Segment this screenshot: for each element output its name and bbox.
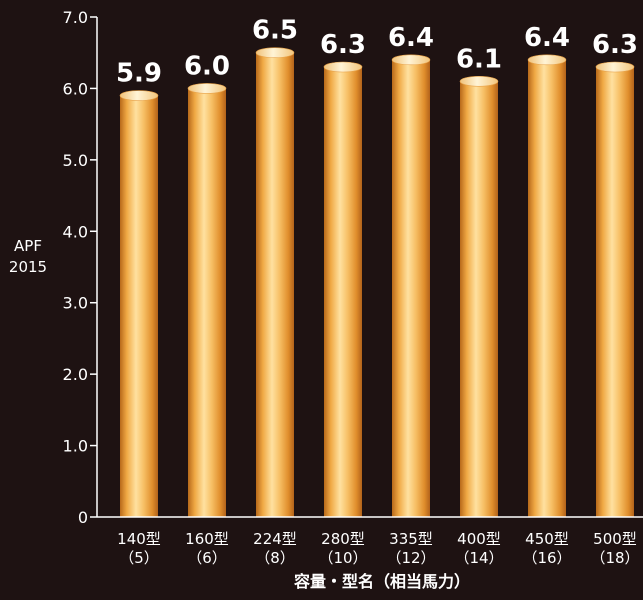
x-tick-label: 400型 (457, 530, 501, 548)
x-tick-label: 224型 (253, 530, 297, 548)
x-axis-title: 容量・型名（相当馬力） (293, 572, 470, 591)
x-tick-sublabel: （18） (590, 549, 639, 567)
bar-cap (527, 54, 567, 66)
y-tick-label: 5.0 (63, 151, 88, 170)
bar (596, 67, 634, 517)
bar-cap (595, 61, 635, 73)
y-tick-label: 2.0 (63, 365, 88, 384)
bar (188, 88, 226, 517)
bars: 5.9 6.0 6.5 6.3 6.4 6.1 6.4 6.3 (116, 16, 638, 518)
x-tick-sublabel: （8） (255, 549, 295, 567)
bar (460, 81, 498, 518)
x-tick-sublabel: （12） (386, 549, 435, 567)
y-tick-label: 1.0 (63, 437, 88, 456)
y-axis-title: APF 2015 (9, 237, 47, 276)
x-tick-label: 140型 (117, 530, 161, 548)
y-tick-label: 3.0 (63, 294, 88, 313)
data-label: 6.0 (184, 51, 230, 81)
x-tick-label: 335型 (389, 530, 433, 548)
bar-cap (459, 75, 499, 87)
bar (324, 67, 362, 517)
y-axis: 0 1.0 2.0 3.0 4.0 5.0 6.0 7.0 (63, 8, 97, 527)
y-tick-label: 0 (78, 508, 88, 527)
x-tick-label: 500型 (593, 530, 637, 548)
bar (392, 59, 430, 517)
y-tick-label: 4.0 (63, 222, 88, 241)
x-tick-label: 450型 (525, 530, 569, 548)
data-label: 6.5 (252, 16, 298, 46)
bar-cap (187, 83, 227, 94)
bar-cap (255, 47, 295, 59)
bar-cap (119, 90, 159, 101)
data-label: 6.3 (592, 30, 638, 60)
x-axis-labels: 140型（5） 160型（6） 224型（8） 280型（10） 335型（12） 400… (117, 530, 639, 567)
x-tick-sublabel: （10） (318, 549, 367, 567)
x-tick-label: 280型 (321, 530, 365, 548)
x-tick-sublabel: （5） (119, 549, 159, 567)
y-tick-label: 7.0 (63, 8, 88, 27)
data-label: 6.4 (524, 23, 570, 53)
x-tick-sublabel: （14） (454, 549, 503, 567)
x-tick-sublabel: （16） (522, 549, 571, 567)
bar-cap (391, 54, 431, 66)
bar (120, 95, 158, 518)
bar (256, 52, 294, 517)
bar-cap (323, 61, 363, 73)
data-label: 6.4 (388, 23, 434, 53)
data-label: 6.3 (320, 30, 366, 60)
x-tick-label: 160型 (185, 530, 229, 548)
x-tick-sublabel: （6） (187, 549, 227, 567)
y-tick-label: 6.0 (63, 79, 88, 98)
data-label: 6.1 (456, 44, 502, 74)
bar (528, 59, 566, 517)
data-label: 5.9 (116, 59, 162, 89)
